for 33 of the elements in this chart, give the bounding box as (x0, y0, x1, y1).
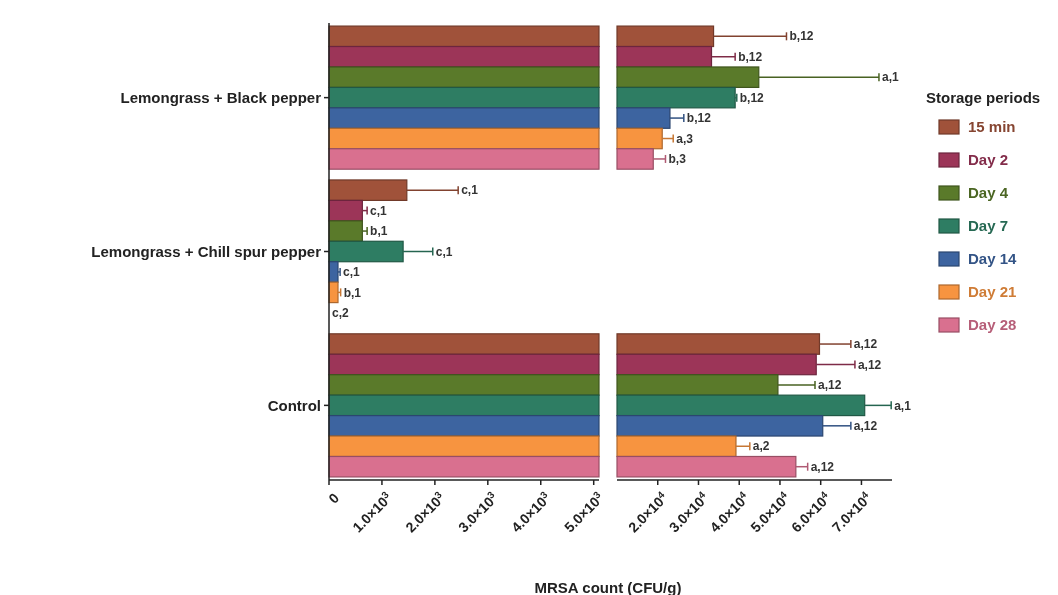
annotation: b,1 (370, 224, 388, 239)
annotation: b,12 (789, 29, 814, 44)
annotation: b,12 (686, 111, 712, 126)
annotation: b,12 (738, 49, 763, 64)
annotation: a,2 (752, 439, 770, 454)
annotation: b,12 (739, 90, 765, 105)
legend-label: 15 min (968, 118, 1016, 136)
annotation: c,1 (435, 244, 453, 259)
legend-label: Day 7 (968, 217, 1009, 235)
annotation: b,3 (668, 152, 687, 167)
y-tick-label: Lemongrass + Chill spur pepper (91, 242, 322, 260)
annotation: b,1 (343, 285, 362, 300)
annotation: a,12 (853, 337, 878, 352)
annotation: a,12 (810, 459, 835, 474)
annotation: c,1 (343, 265, 361, 280)
legend-title: Storage periods (926, 89, 1041, 106)
annotation: a,12 (857, 357, 882, 372)
annotation: c,1 (461, 183, 479, 198)
legend-label: Day 4 (968, 184, 1009, 202)
legend-label: Day 2 (968, 151, 1009, 169)
y-tick-label: Control (267, 396, 321, 414)
annotation: a,12 (853, 419, 878, 434)
annotation: a,3 (676, 131, 694, 146)
legend-label: Day 14 (968, 250, 1018, 268)
annotation: a,1 (881, 70, 899, 85)
y-tick-label: Lemongrass + Black pepper (120, 88, 322, 106)
annotation: a,12 (818, 378, 842, 393)
annotation: c,2 (332, 306, 350, 321)
legend-label: Day 21 (968, 283, 1017, 301)
legend-label: Day 28 (968, 316, 1017, 334)
text: a,1 (894, 398, 912, 413)
x-tick-label: 0 (325, 489, 343, 507)
annotation: c,1 (370, 203, 388, 218)
